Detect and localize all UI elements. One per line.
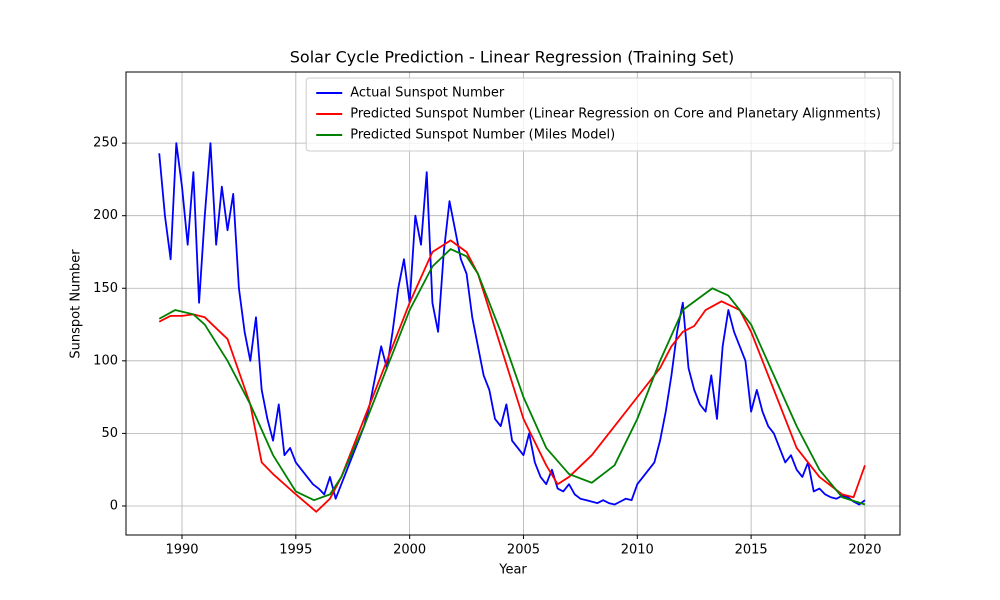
- series-line: [158, 142, 866, 506]
- x-tick-label: 2020: [848, 543, 881, 558]
- y-tick-label: 50: [101, 426, 118, 441]
- x-tick-label: 2000: [393, 543, 426, 558]
- x-tick-label: 1995: [279, 543, 312, 558]
- plot-frame: [125, 71, 901, 536]
- x-tick-label: 2005: [507, 543, 540, 558]
- x-tick-label: 1990: [165, 543, 198, 558]
- y-tick-label: 200: [93, 208, 118, 223]
- x-tick-label: 2015: [735, 543, 768, 558]
- legend-label: Actual Sunspot Number: [350, 86, 505, 101]
- y-tick-label: 0: [110, 498, 118, 513]
- legend-label: Predicted Sunspot Number (Miles Model): [350, 128, 615, 143]
- y-tick-label: 150: [93, 281, 118, 296]
- y-tick-label: 100: [93, 353, 118, 368]
- y-tick-label: 250: [93, 136, 118, 151]
- x-tick-label: 2010: [621, 543, 654, 558]
- series-line: [158, 248, 866, 506]
- x-axis-label: Year: [498, 563, 527, 578]
- legend: Actual Sunspot Number Predicted Sunspot N…: [305, 77, 894, 152]
- legend-label: Predicted Sunspot Number (Linear Regress…: [350, 107, 881, 122]
- chart-title: Solar Cycle Prediction - Linear Regressi…: [290, 48, 735, 67]
- y-axis-label: Sunspot Number: [69, 249, 84, 359]
- legend-box: [305, 77, 894, 152]
- series-line: [158, 239, 866, 513]
- plot-area: [158, 142, 866, 513]
